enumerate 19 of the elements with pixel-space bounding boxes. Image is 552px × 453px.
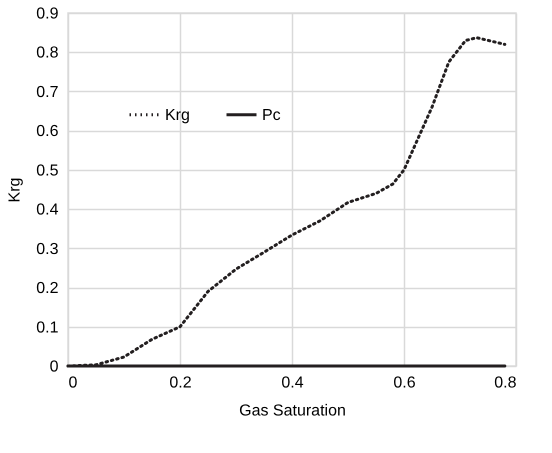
y-tick-label: 0.1 — [36, 319, 59, 336]
y-tick-label: 0.8 — [36, 44, 59, 62]
y-tick-label: 0.5 — [36, 162, 59, 180]
y-tick-label: 0 — [50, 358, 59, 376]
x-tick-label: 0.2 — [169, 374, 192, 392]
y-tick-label: 0.4 — [36, 202, 59, 219]
x-axis-title: Gas Saturation — [239, 402, 346, 420]
x-tick-label: 0.4 — [281, 374, 304, 392]
x-tick-label: 0 — [68, 374, 78, 392]
y-tick-label: 0.6 — [36, 123, 59, 140]
y-tick-label: 0.9 — [36, 6, 59, 22]
y-tick-label: 0.2 — [36, 280, 59, 298]
x-tick-label: 0.8 — [494, 374, 517, 392]
y-tick-label: 0.7 — [36, 84, 59, 101]
legend-label: Pc — [262, 106, 281, 124]
legend-label: Krg — [165, 106, 190, 124]
y-tick-label: 0.3 — [36, 240, 59, 258]
x-tick-label: 0.6 — [393, 374, 416, 392]
y-axis-title: Krg — [6, 178, 24, 202]
